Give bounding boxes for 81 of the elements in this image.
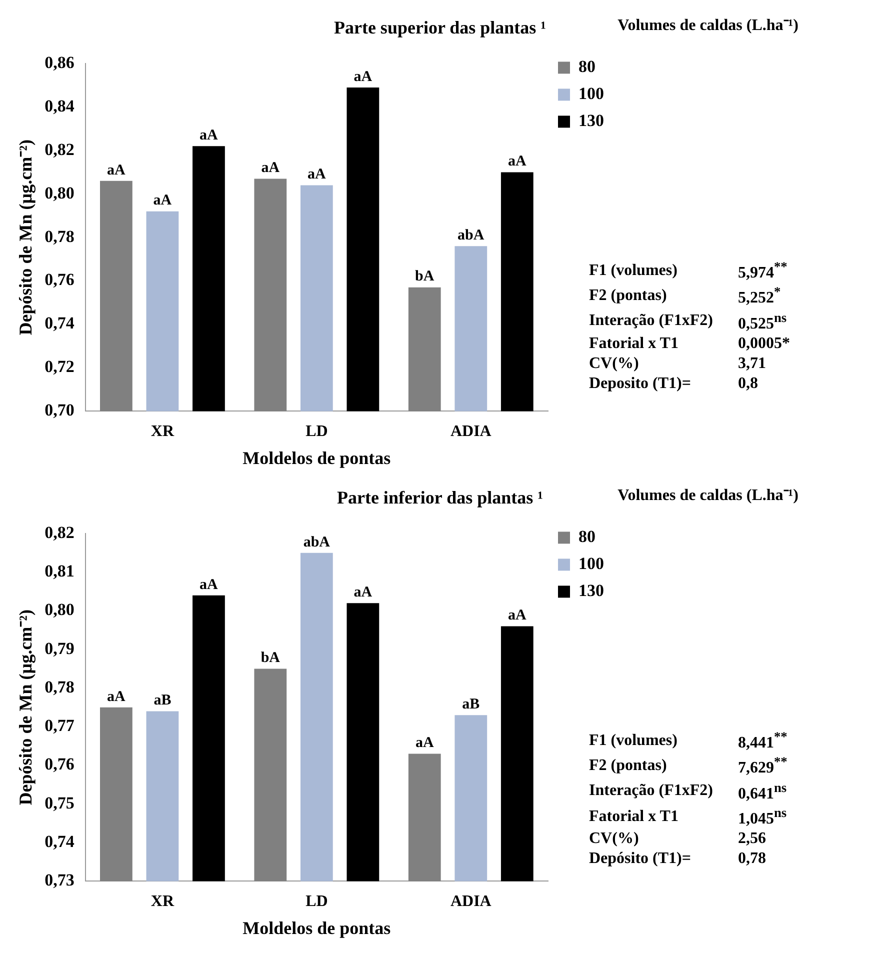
text: Interação (F1xF2) <box>588 781 714 802</box>
legend-label: 130 <box>578 581 604 600</box>
y-tick-label: 0,86 <box>44 52 74 72</box>
data-label: bA <box>415 268 434 285</box>
text: 0,0005* <box>736 334 791 354</box>
text: Fatorial x T1 <box>588 334 680 354</box>
text: 5,974$^{**}$ <box>736 258 788 284</box>
data-label: aA <box>153 192 172 209</box>
y-tick-label: 0,84 <box>44 96 75 116</box>
x-axis-title: Moldelos de pontas <box>242 448 391 468</box>
data-label: aB <box>462 696 480 712</box>
text: F2 (pontas) <box>588 756 668 776</box>
data-label: abA <box>303 534 330 550</box>
y-tick-label: 0,82 <box>44 140 74 159</box>
y-tick-label: 0,78 <box>44 226 74 246</box>
data-label: aA <box>354 68 372 85</box>
y-tick-label: 0,70 <box>44 400 74 420</box>
legend-label: 100 <box>578 84 604 104</box>
data-label: aA <box>415 735 434 752</box>
y-tick-label: 0,76 <box>44 270 74 290</box>
text: F1 (volumes) <box>588 730 678 751</box>
text: Fatorial x T1 <box>588 806 680 827</box>
y-axis-title: Depósito de Mn (µg.cm⁻²) <box>15 610 36 806</box>
text: 0,525$^{ns}$ <box>736 308 788 334</box>
text: Deposito (T1)= <box>588 374 692 394</box>
data-label: aA <box>508 154 526 170</box>
y-tick-label: 0,74 <box>44 832 75 851</box>
data-label: aA <box>107 162 126 178</box>
text: 8,441$^{**}$ <box>736 728 788 754</box>
data-label: aA <box>200 128 218 144</box>
y-tick-label: 0,77 <box>44 716 75 736</box>
x-tick-label: LD <box>306 892 328 910</box>
data-label: bA <box>260 650 280 666</box>
text: Interação (F1xF2) <box>588 311 714 332</box>
data-label: aA <box>200 576 218 593</box>
text: 3,71 <box>736 354 767 374</box>
x-tick-label: ADIA <box>450 422 492 440</box>
x-tick-label: XR <box>150 422 174 440</box>
text: 5,252$^{*}$ <box>736 283 782 309</box>
text: 1,045$^{ns}$ <box>736 804 788 830</box>
data-label: abA <box>458 227 484 244</box>
y-axis-title: Depósito de Mn (µg.cm⁻²) <box>15 140 36 336</box>
y-tick-label: 0,72 <box>44 357 74 376</box>
y-tick-label: 0,80 <box>44 183 74 202</box>
data-label: aA <box>354 584 372 600</box>
y-tick-label: 0,81 <box>44 562 74 581</box>
y-tick-label: 0,82 <box>44 522 74 542</box>
legend-title: Volumes de caldas (L.ha⁻¹) <box>618 17 798 34</box>
text: F1 (volumes) <box>588 260 678 281</box>
y-tick-label: 0,79 <box>44 638 74 658</box>
legend-title: Volumes de caldas (L.ha⁻¹) <box>618 487 798 504</box>
y-tick-label: 0,80 <box>44 600 74 620</box>
data-label: aA <box>508 608 526 624</box>
legend-label: 130 <box>578 111 604 130</box>
data-label: aA <box>107 688 126 705</box>
legend-label: 80 <box>578 527 596 546</box>
y-tick-label: 0,73 <box>44 870 74 890</box>
text: CV(%) <box>588 829 640 850</box>
text: F2 (pontas) <box>588 286 668 306</box>
text: 7,629$^{**}$ <box>736 753 788 779</box>
y-tick-label: 0,74 <box>44 314 75 333</box>
data-label: aB <box>154 692 172 709</box>
x-tick-label: ADIA <box>450 892 492 910</box>
text: CV(%) <box>588 354 640 374</box>
chart-title: Parte superior das plantas ¹ <box>334 17 546 38</box>
legend-label: 100 <box>578 554 604 574</box>
x-tick-label: XR <box>150 892 174 910</box>
text: Depósito (T1)= <box>588 849 692 870</box>
data-label: aA <box>308 166 326 183</box>
x-tick-label: LD <box>306 422 328 440</box>
x-axis-title: Moldelos de pontas <box>242 918 391 938</box>
legend-label: 80 <box>578 57 596 76</box>
data-label: aA <box>261 160 280 176</box>
y-tick-label: 0,78 <box>44 677 74 696</box>
text: 0,641$^{ns}$ <box>736 778 788 804</box>
text: 2,56 <box>736 829 767 850</box>
y-tick-label: 0,75 <box>44 793 74 812</box>
chart-title: Parte inferior das plantas ¹ <box>336 487 544 508</box>
y-tick-label: 0,76 <box>44 754 74 774</box>
text: 0,8 <box>736 374 759 394</box>
text: 0,78 <box>736 849 767 870</box>
